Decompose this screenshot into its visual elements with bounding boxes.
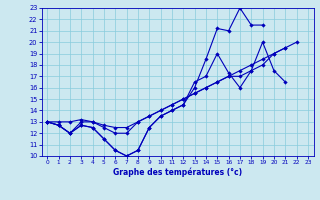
X-axis label: Graphe des températures (°c): Graphe des températures (°c) — [113, 168, 242, 177]
